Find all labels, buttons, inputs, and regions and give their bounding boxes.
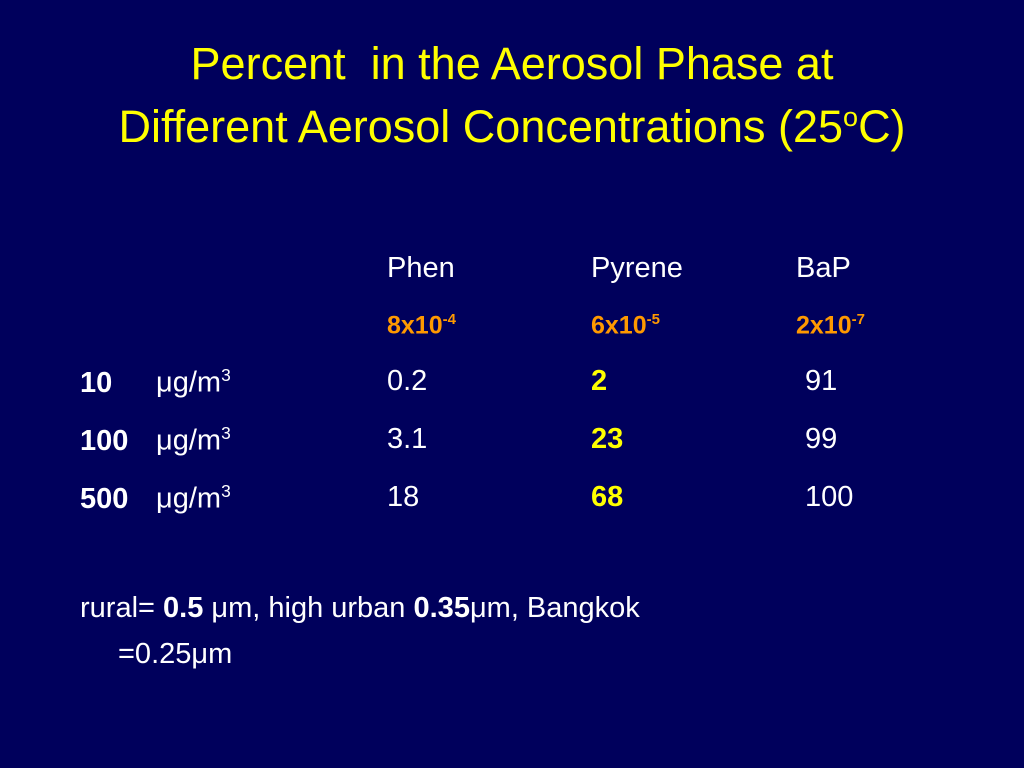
row-label: 10 μg/m3 bbox=[80, 365, 231, 400]
value: 18 bbox=[387, 481, 420, 513]
title-line: Percent in the Aerosol Phase at bbox=[0, 38, 1024, 90]
volatility-base: 2x10 bbox=[796, 311, 852, 340]
title-line: Different Aerosol Concentrations (25oC) bbox=[0, 101, 1024, 153]
value: 2 bbox=[591, 365, 608, 397]
value: 23 bbox=[591, 423, 624, 455]
value: 99 bbox=[805, 423, 838, 455]
value: 68 bbox=[591, 481, 624, 513]
concentration: 500 bbox=[80, 482, 129, 515]
concentration: 10 bbox=[80, 366, 113, 399]
title-text: C) bbox=[858, 101, 906, 152]
value: 91 bbox=[805, 365, 838, 397]
volatility-exponent: -7 bbox=[851, 311, 865, 328]
note-value: 0.5 bbox=[163, 592, 204, 624]
note-line: rural= 0.5 μm, high urban 0.35μm, Bangko… bbox=[80, 592, 640, 625]
column-header: Pyrene bbox=[591, 252, 683, 284]
volatility-base: 6x10 bbox=[591, 311, 647, 340]
volatility: 2x10-7 bbox=[796, 311, 865, 340]
value: 100 bbox=[805, 481, 854, 513]
unit-exponent: 3 bbox=[221, 481, 231, 501]
unit-exponent: 3 bbox=[221, 423, 231, 443]
value: 3.1 bbox=[387, 423, 428, 455]
unit: μg/m bbox=[156, 424, 222, 457]
note-text: μm, Bangkok bbox=[469, 592, 640, 624]
note-line: =0.25μm bbox=[118, 638, 232, 671]
volatility-exponent: -5 bbox=[646, 311, 660, 328]
note-text: =0.25μm bbox=[118, 638, 233, 670]
title-superscript: o bbox=[843, 102, 859, 132]
note-text: rural= bbox=[80, 592, 164, 624]
unit: μg/m bbox=[156, 366, 222, 399]
volatility: 8x10-4 bbox=[387, 311, 456, 340]
volatility: 6x10-5 bbox=[591, 311, 660, 340]
volatility-exponent: -4 bbox=[442, 311, 456, 328]
unit-exponent: 3 bbox=[221, 365, 231, 385]
title-text: Different Aerosol Concentrations (25 bbox=[118, 101, 844, 152]
row-label: 100 μg/m3 bbox=[80, 423, 231, 458]
note-text: μm, high urban bbox=[203, 592, 414, 624]
title-text: Percent in the Aerosol Phase at bbox=[190, 38, 834, 89]
column-header: Phen bbox=[387, 252, 455, 284]
column-header: BaP bbox=[796, 252, 851, 284]
unit: μg/m bbox=[156, 482, 222, 515]
concentration: 100 bbox=[80, 424, 129, 457]
row-label: 500 μg/m3 bbox=[80, 481, 231, 516]
note-value: 0.35 bbox=[413, 592, 470, 624]
volatility-base: 8x10 bbox=[387, 311, 443, 340]
value: 0.2 bbox=[387, 365, 428, 397]
